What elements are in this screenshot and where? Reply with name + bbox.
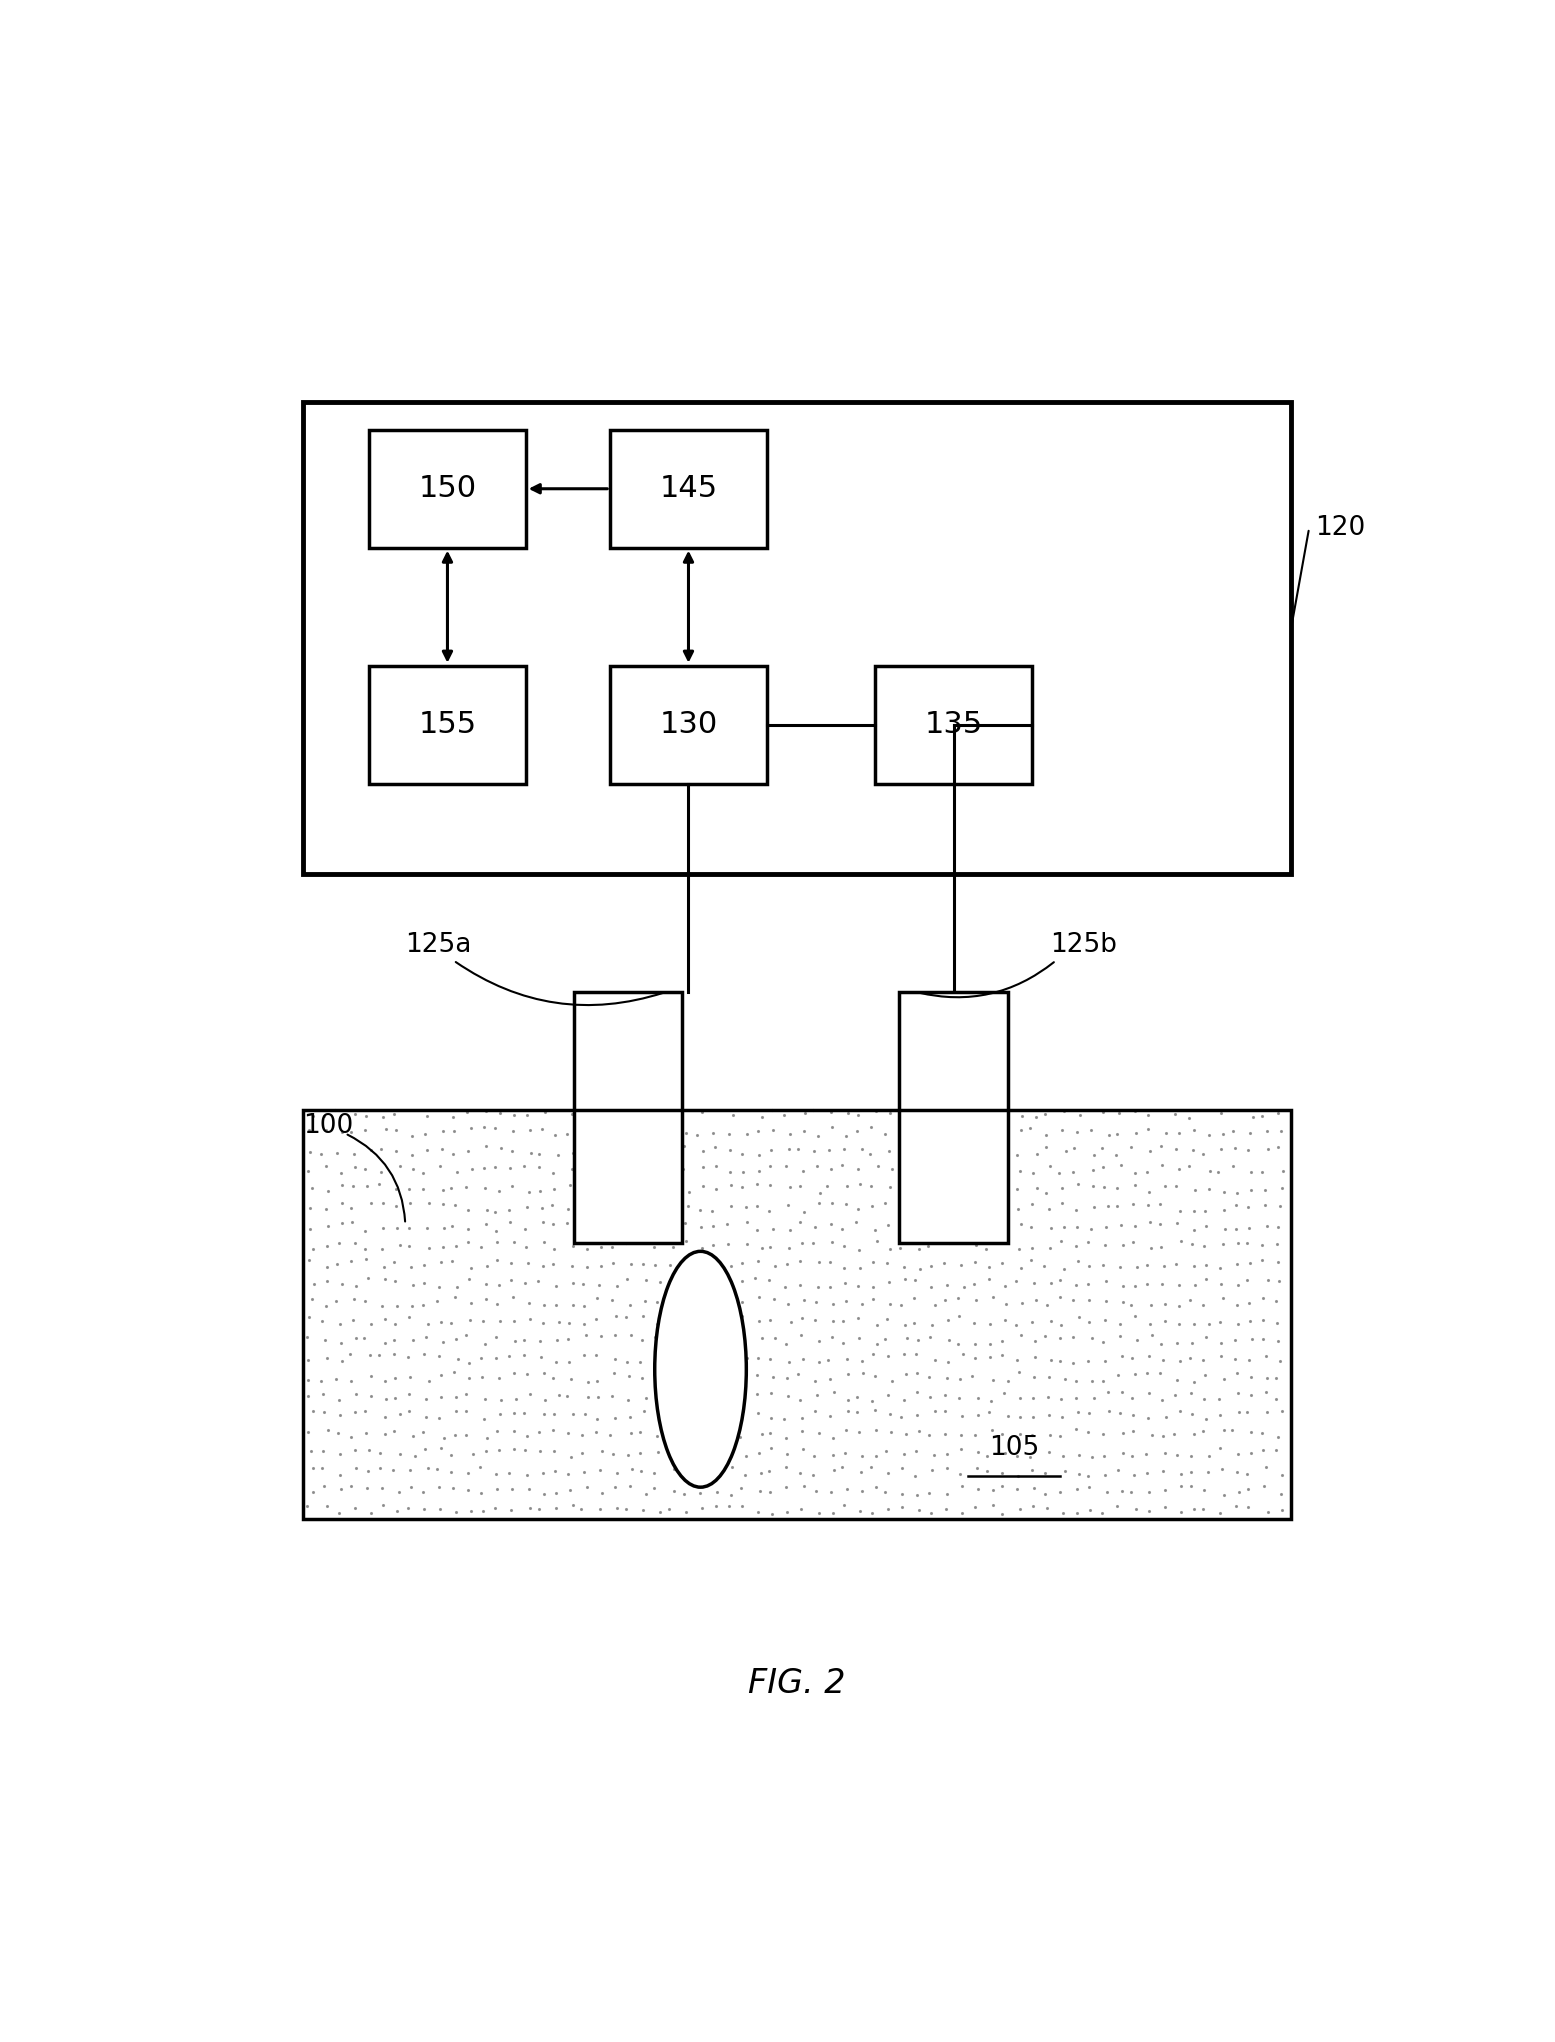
Text: 145: 145 xyxy=(659,474,717,502)
Text: 100: 100 xyxy=(303,1113,353,1139)
Text: 105: 105 xyxy=(989,1436,1039,1460)
Bar xyxy=(610,666,767,784)
Text: 135: 135 xyxy=(925,711,983,739)
Bar xyxy=(875,666,1033,784)
Bar xyxy=(303,402,1291,874)
Bar xyxy=(303,1111,1291,1519)
Text: 120: 120 xyxy=(1316,515,1365,541)
Text: 125b: 125b xyxy=(1050,931,1116,958)
Ellipse shape xyxy=(655,1252,746,1487)
Text: 150: 150 xyxy=(418,474,476,502)
Bar xyxy=(574,992,683,1244)
Text: FIG. 2: FIG. 2 xyxy=(748,1666,846,1701)
Text: 155: 155 xyxy=(418,711,476,739)
Text: 125a: 125a xyxy=(406,931,471,958)
Bar xyxy=(369,429,526,547)
Bar xyxy=(369,666,526,784)
Bar xyxy=(610,429,767,547)
Text: 130: 130 xyxy=(659,711,717,739)
Bar xyxy=(899,992,1008,1244)
